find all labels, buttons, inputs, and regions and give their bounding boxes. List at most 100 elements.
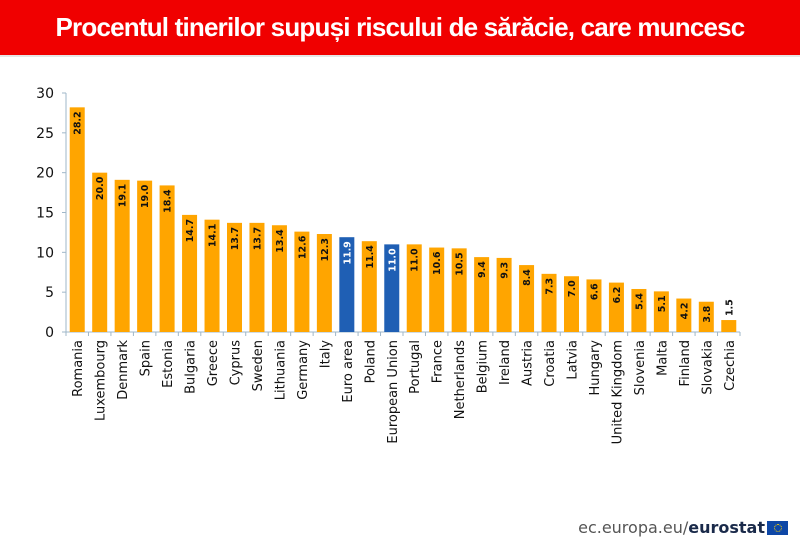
banner-divider <box>0 55 800 57</box>
data-label: 5.1 <box>657 295 668 312</box>
bar-portugal <box>406 244 422 332</box>
data-label: 11.0 <box>387 248 398 272</box>
y-tick-label: 20 <box>36 166 54 182</box>
data-label: 11.9 <box>342 241 353 264</box>
data-label: 19.0 <box>140 184 151 208</box>
x-tick-label: Latvia <box>566 340 581 380</box>
bar-croatia <box>541 273 557 332</box>
data-label: 3.8 <box>702 305 713 322</box>
bar-slovakia <box>698 301 714 332</box>
bar-lithuania <box>271 225 287 332</box>
bar-greece <box>204 219 220 332</box>
x-tick-label: Lithuania <box>273 340 288 400</box>
x-tick-label: Netherlands <box>453 340 468 419</box>
x-tick-label: Poland <box>363 340 378 383</box>
bar-spain <box>137 180 153 332</box>
data-label: 11.4 <box>365 245 376 269</box>
x-tick-label: Austria <box>521 340 536 386</box>
data-label: 13.7 <box>230 227 241 250</box>
chart-title: Procentul tinerilor supuși riscului de s… <box>55 12 746 42</box>
bar-italy <box>316 234 332 332</box>
bar-estonia <box>159 185 175 332</box>
data-label: 18.4 <box>163 189 174 213</box>
bar-hungary <box>586 279 602 332</box>
data-label: 9.4 <box>477 261 488 278</box>
x-tick-label: Hungary <box>588 340 603 396</box>
x-tick-label: Romania <box>71 340 86 397</box>
x-tick-label: United Kingdom <box>610 340 625 444</box>
source-prefix: ec.europa.eu/ <box>578 518 689 537</box>
x-tick-label: Germany <box>296 340 311 400</box>
source-footer: ec.europa.eu/eurostat <box>578 518 788 537</box>
x-tick-label: Ireland <box>498 340 513 385</box>
bar-finland <box>676 298 692 332</box>
data-label: 14.7 <box>185 219 196 242</box>
x-tick-label: France <box>431 340 446 383</box>
bar-poland <box>361 241 377 332</box>
bar-malta <box>653 291 669 332</box>
bar-ireland <box>496 257 512 332</box>
bar-slovenia <box>631 288 647 332</box>
data-label: 28.2 <box>73 111 84 134</box>
bar-netherlands <box>451 248 467 332</box>
data-label: 9.3 <box>500 262 511 279</box>
data-label: 8.4 <box>522 269 533 286</box>
data-label: 14.1 <box>208 224 219 247</box>
y-tick-label: 30 <box>36 86 54 102</box>
bar-chart: 0 5 10 15 20 25 30 28.2 Romania 20.0 Luxembourg 19.… <box>36 86 741 444</box>
data-label: 20.0 <box>95 176 106 200</box>
bar-european-union <box>384 244 400 332</box>
bar-romania <box>69 107 85 332</box>
x-tick-label: Finland <box>678 340 693 386</box>
bar-sweden <box>249 222 265 332</box>
bar-luxembourg <box>92 172 108 332</box>
x-tick-label: Belgium <box>476 340 491 393</box>
data-label: 6.6 <box>589 283 600 300</box>
x-tick-label: Malta <box>655 340 670 376</box>
source-bold: eurostat <box>688 518 765 537</box>
data-label: 13.4 <box>275 229 286 253</box>
bar-cyprus <box>227 222 242 332</box>
data-label: 10.5 <box>455 252 466 275</box>
bar-austria <box>519 265 535 332</box>
y-tick-label: 15 <box>36 206 54 222</box>
bar-france <box>429 247 445 332</box>
bar-belgium <box>474 257 490 332</box>
x-tick-label: European Union <box>386 340 401 444</box>
bar-denmark <box>114 179 130 332</box>
x-tick-label: Bulgaria <box>184 340 199 394</box>
x-tick-label: Denmark <box>116 340 131 400</box>
x-tick-label: Italy <box>318 340 333 369</box>
data-label: 6.2 <box>612 287 623 304</box>
data-label: 12.6 <box>297 235 308 259</box>
x-tick-label: Spain <box>139 340 154 376</box>
x-tick-label: Greece <box>206 340 221 386</box>
data-label: 11.0 <box>410 248 421 272</box>
x-tick-label: Luxembourg <box>94 340 109 421</box>
bar-latvia <box>564 276 579 332</box>
data-label: 7.3 <box>545 278 556 295</box>
bar-bulgaria <box>182 214 198 332</box>
data-label: 5.4 <box>634 293 645 310</box>
bar-euro-area <box>339 237 355 332</box>
x-tick-label: Euro area <box>341 340 356 403</box>
x-tick-label: Croatia <box>543 340 558 387</box>
y-tick-label: 25 <box>36 126 54 142</box>
data-label: 13.7 <box>252 227 263 250</box>
x-tick-label: Sweden <box>251 340 266 391</box>
bar-germany <box>294 231 310 332</box>
title-banner: Procentul tinerilor supuși riscului de s… <box>0 0 800 55</box>
y-tick-label: 0 <box>45 325 54 341</box>
data-label: 12.3 <box>320 238 331 261</box>
data-label: 4.2 <box>679 303 690 320</box>
data-label: 10.6 <box>432 251 443 275</box>
y-tick-label: 5 <box>45 285 54 301</box>
x-tick-label: Estonia <box>161 340 176 388</box>
bar-czechia <box>721 320 737 332</box>
data-label: 1.5 <box>724 299 735 316</box>
x-tick-label: Slovakia <box>700 340 715 395</box>
eu-flag-icon <box>767 520 788 535</box>
x-tick-label: Czechia <box>723 340 738 391</box>
bar-united-kingdom <box>608 282 624 332</box>
data-label: 19.1 <box>118 184 129 207</box>
